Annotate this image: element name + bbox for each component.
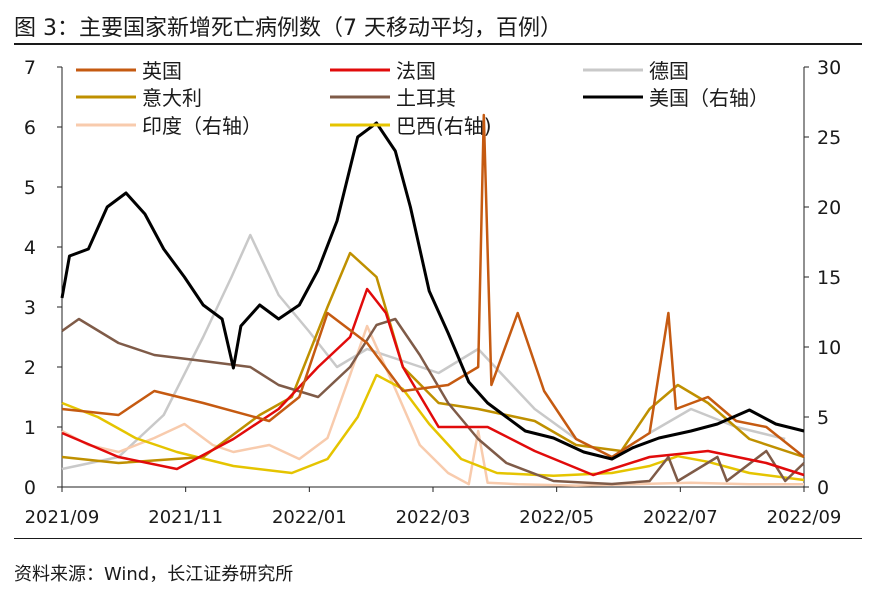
left-y-tick-label: 2 <box>24 357 36 379</box>
x-tick-label: 2022/05 <box>519 507 594 528</box>
left-y-tick-label: 4 <box>24 237 36 259</box>
right-y-tick-label: 15 <box>817 267 841 289</box>
bottom-rule <box>14 538 862 539</box>
x-tick-label: 2022/03 <box>396 507 471 528</box>
top-rule <box>14 43 862 45</box>
left-y-tick-label: 3 <box>24 297 36 319</box>
series-line <box>61 287 805 477</box>
chart-lines <box>60 113 805 487</box>
left-y-tick-label: 5 <box>24 177 36 199</box>
x-tick-label: 2022/09 <box>767 507 842 528</box>
x-tick-label: 2022/07 <box>643 507 718 528</box>
legend-label: 美国（右轴） <box>649 86 769 110</box>
series-line <box>61 317 805 486</box>
legend-label: 印度（右轴） <box>142 114 262 138</box>
source-note: 资料来源：Wind，长江证券研究所 <box>14 564 294 585</box>
right-y-tick-label: 10 <box>817 337 841 359</box>
legend-label: 巴西(右轴) <box>396 114 492 138</box>
left-y-tick-label: 7 <box>24 57 36 79</box>
right-y-tick-label: 5 <box>817 407 829 429</box>
left-y-tick-label: 0 <box>24 477 36 499</box>
legend-label: 土耳其 <box>396 86 456 110</box>
series-line <box>61 251 805 465</box>
figure-title: 图 3：主要国家新增死亡病例数（7 天移动平均，百例） <box>14 16 562 41</box>
x-tick-label: 2021/11 <box>148 507 223 528</box>
left-y-tick-label: 1 <box>24 417 36 439</box>
x-tick-label: 2021/09 <box>25 507 100 528</box>
series-line <box>61 113 805 459</box>
legend-label: 意大利 <box>142 86 202 110</box>
left-y-tick-label: 6 <box>24 117 36 139</box>
series-line <box>61 324 804 487</box>
legend-label: 法国 <box>396 59 436 83</box>
right-y-tick-label: 0 <box>817 477 829 499</box>
series-line <box>61 373 805 482</box>
legend-label: 德国 <box>649 59 689 83</box>
right-y-tick-label: 25 <box>817 127 841 149</box>
right-y-tick-label: 20 <box>817 197 841 219</box>
x-tick-label: 2022/01 <box>272 507 347 528</box>
right-y-tick-label: 30 <box>817 57 841 79</box>
legend-label: 英国 <box>142 59 182 83</box>
chart-axes: 0 1 2 3 4 5 6 7 0 5 10 15 20 25 30 2021/09 2021/11 2022/0… <box>24 57 841 528</box>
series-line <box>60 121 805 461</box>
